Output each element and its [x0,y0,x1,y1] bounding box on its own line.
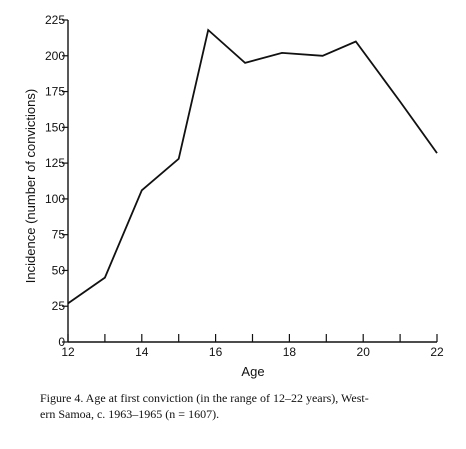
y-tick-label-0: 0 [58,335,65,349]
figure-caption: Figure 4. Age at first conviction (in th… [40,390,440,422]
x-axis-ticks: 12 14 16 18 20 22 [61,334,444,359]
plot-area: 0 25 50 75 100 125 150 175 200 225 12 14 16 18 20 22 [45,13,444,359]
y-tick-label-25: 25 [52,299,66,313]
y-tick-label-125: 125 [45,156,65,170]
x-axis-title: Age [241,364,264,379]
y-tick-label-200: 200 [45,49,65,63]
y-axis-title: Incidence (number of convictions) [23,89,38,283]
y-tick-label-75: 75 [52,228,66,242]
x-tick-label-14: 14 [135,345,149,359]
y-axis-ticks: 0 25 50 75 100 125 150 175 200 225 [45,13,68,349]
y-tick-label-175: 175 [45,85,65,99]
caption-line-2: ern Samoa, c. 1963–1965 (n = 1607). [40,407,220,421]
caption-line-1: Figure 4. Age at first conviction (in th… [40,391,369,405]
y-tick-label-225: 225 [45,13,65,27]
series-line [67,28,438,305]
y-tick-label-150: 150 [45,120,65,134]
x-tick-label-22: 22 [430,345,444,359]
y-tick-label-50: 50 [52,263,66,277]
x-tick-label-18: 18 [283,345,297,359]
x-tick-label-20: 20 [357,345,371,359]
y-tick-label-100: 100 [45,192,65,206]
x-tick-label-16: 16 [209,345,223,359]
x-tick-label-12: 12 [61,345,75,359]
